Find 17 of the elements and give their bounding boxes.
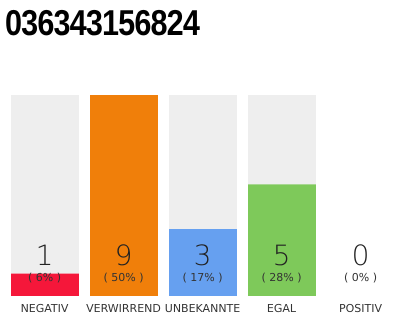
data-label: 0: [352, 239, 370, 272]
annotation: ( 0% ): [344, 271, 378, 284]
chart-title: 036343156824: [5, 2, 200, 44]
x-tick-label: VERWIRREND: [86, 302, 161, 315]
data-label: 5: [272, 239, 290, 272]
data-label: 1: [36, 239, 54, 272]
annotation: ( 50% ): [103, 271, 144, 284]
annotation: ( 28% ): [261, 271, 302, 284]
x-tick-label: POSITIV: [338, 302, 382, 315]
bar: [11, 274, 79, 296]
x-tick-label: EGAL: [266, 302, 297, 315]
x-tick-label: NEGATIV: [20, 302, 69, 315]
data-label: 9: [114, 239, 132, 272]
annotation: ( 6% ): [28, 271, 62, 284]
annotation: ( 17% ): [182, 271, 223, 284]
x-tick-label: UNBEKANNTE: [164, 302, 240, 315]
data-label: 3: [194, 239, 212, 272]
